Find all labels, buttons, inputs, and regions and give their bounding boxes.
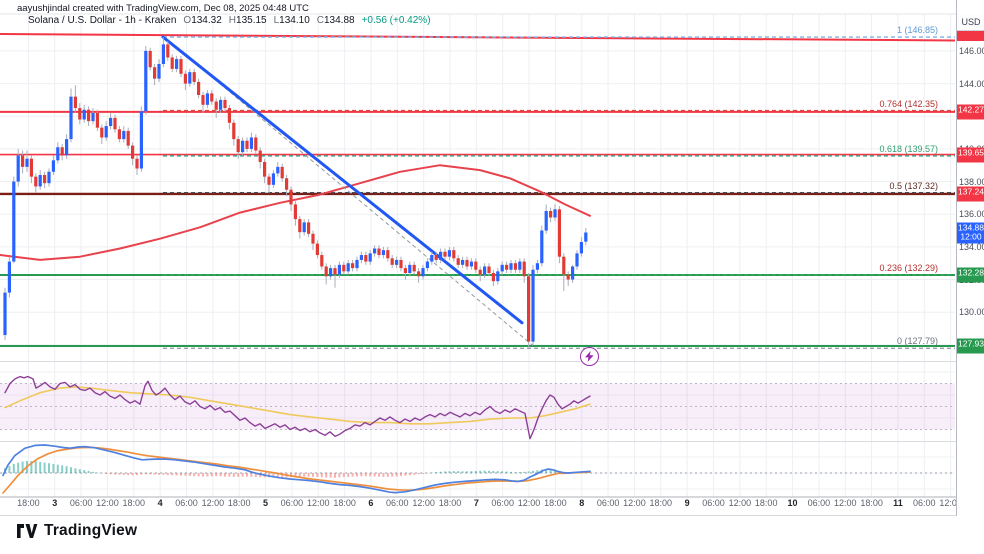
time-axis-label: 06:00 — [280, 498, 304, 508]
time-axis-label: 11 — [893, 498, 903, 508]
time-axis-label: 12:00 — [96, 498, 119, 508]
time-axis-label: 18:00 — [122, 498, 146, 508]
price-change: +0.56 (+0.42%) — [361, 15, 431, 26]
fib-level-label: 0.764 (142.35) — [879, 98, 938, 109]
tradingview-logo-text: TradingView — [44, 522, 138, 539]
fib-labels-layer: 1 (146.85) 0.764 (142.35) 0.618 (139.57) 0.… — [879, 25, 938, 347]
time-axis-label: 18:00 — [649, 498, 673, 508]
time-axis-label: 12:00 — [623, 498, 646, 508]
time-axis-label: 18:00 — [860, 498, 883, 508]
price-badge: 132.28 — [957, 267, 984, 283]
price-axis-label: 144.00 — [959, 78, 984, 89]
symbol-legend[interactable]: Solana / U.S. Dollar - 1h - Kraken O134.3… — [28, 15, 431, 26]
time-axis-label: 06:00 — [491, 498, 514, 508]
time-axis-label: 12:00 — [728, 498, 752, 508]
fib-level-label: 0.618 (139.57) — [879, 143, 938, 154]
time-axis-label: 8 — [579, 498, 585, 508]
time-axis-label: 7 — [473, 498, 479, 508]
time-axis-label: 18:00 — [438, 498, 462, 508]
time-axis-label: 12:00 — [939, 498, 962, 508]
time-axis-label: 18:00 — [17, 498, 40, 508]
time-axis-label: 9 — [684, 498, 690, 508]
tradingview-logo[interactable]: TradingView — [16, 522, 137, 540]
time-axis-label: 06:00 — [913, 498, 936, 508]
price-badge: 127.93 — [957, 338, 984, 354]
time-axis-label: 12:00 — [517, 498, 541, 508]
price-axis-label: 130.00 — [959, 307, 984, 318]
time-axis-label: 06:00 — [807, 498, 831, 508]
time-axis-label: 10 — [787, 498, 798, 508]
fib-level-label: 0.5 (137.32) — [889, 180, 938, 191]
time-axis-label: 4 — [157, 498, 163, 508]
price-axis[interactable]: USD 146.00144.00142.00140.00138.00136.00… — [956, 0, 984, 516]
tradingview-logo-glyph — [17, 524, 38, 538]
time-axis-label: 06:00 — [702, 498, 725, 508]
flash-marker-icon[interactable] — [580, 347, 599, 366]
fib-level-label: 0.236 (132.29) — [879, 262, 938, 273]
time-axis-label: 18:00 — [544, 498, 567, 508]
attribution-text: aayushjindal created with TradingView.co… — [17, 3, 309, 14]
price-axis-label: 146.00 — [959, 45, 984, 56]
time-axis-label: 12:00 — [412, 498, 435, 508]
time-axis-label: 6 — [368, 498, 374, 508]
time-axis-label: 5 — [263, 498, 269, 508]
ohlc-values: O134.32 H135.15 L134.10 C134.88 — [183, 15, 355, 26]
price-badge: 142.27 — [957, 104, 984, 120]
fib-level-label: 1 (146.85) — [896, 25, 938, 36]
price-badge: 139.65 — [957, 147, 984, 163]
price-axis-label: 136.00 — [959, 209, 984, 220]
time-axis-label: 06:00 — [69, 498, 93, 508]
price-badge — [957, 30, 984, 41]
symbol-title: Solana / U.S. Dollar - 1h - Kraken — [28, 15, 177, 26]
price-axis-label: 134.00 — [959, 241, 984, 252]
time-axis[interactable]: 18:00 3 06:00 12:00 18:00 4 06:00 12:00 18:00 5 06… — [0, 498, 962, 515]
currency-label: USD — [957, 14, 984, 31]
time-axis-label: 18:00 — [333, 498, 356, 508]
time-axis-label: 06:00 — [386, 498, 409, 508]
price-badge: 137.24 — [957, 186, 984, 202]
time-axis-label: 06:00 — [596, 498, 620, 508]
fib-level-label: 0 (127.79) — [896, 336, 938, 347]
price-axis-label: 138.00 — [959, 176, 984, 187]
time-axis-label: 12:00 — [833, 498, 857, 508]
time-axis-label: 12:00 — [201, 498, 225, 508]
time-axis-label: 3 — [52, 498, 58, 508]
time-axis-label: 12:00 — [306, 498, 330, 508]
time-axis-label: 18:00 — [227, 498, 251, 508]
price-badge: 134.88 12:00 — [957, 222, 984, 243]
time-axis-label: 06:00 — [175, 498, 198, 508]
time-axis-label: 18:00 — [754, 498, 778, 508]
